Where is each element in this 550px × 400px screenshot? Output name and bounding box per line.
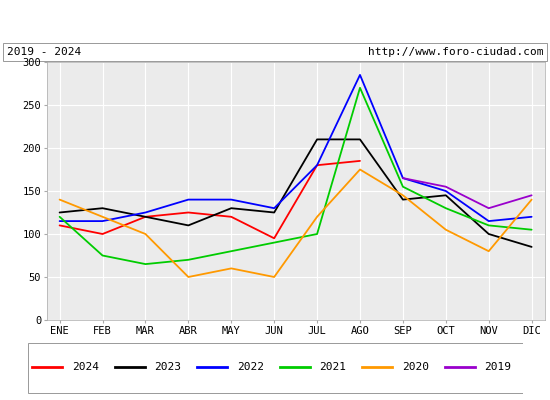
Text: 2021: 2021 (320, 362, 346, 372)
FancyBboxPatch shape (3, 43, 547, 61)
Text: 2020: 2020 (402, 362, 429, 372)
FancyBboxPatch shape (28, 343, 522, 393)
Text: http://www.foro-ciudad.com: http://www.foro-ciudad.com (368, 47, 543, 57)
Text: 2019: 2019 (485, 362, 512, 372)
Text: 2024: 2024 (72, 362, 99, 372)
Text: 2022: 2022 (237, 362, 264, 372)
Text: Evolucion Nº Turistas Extranjeros en el municipio de Tordoia: Evolucion Nº Turistas Extranjeros en el … (67, 14, 483, 28)
Text: 2023: 2023 (155, 362, 182, 372)
Text: 2019 - 2024: 2019 - 2024 (7, 47, 81, 57)
